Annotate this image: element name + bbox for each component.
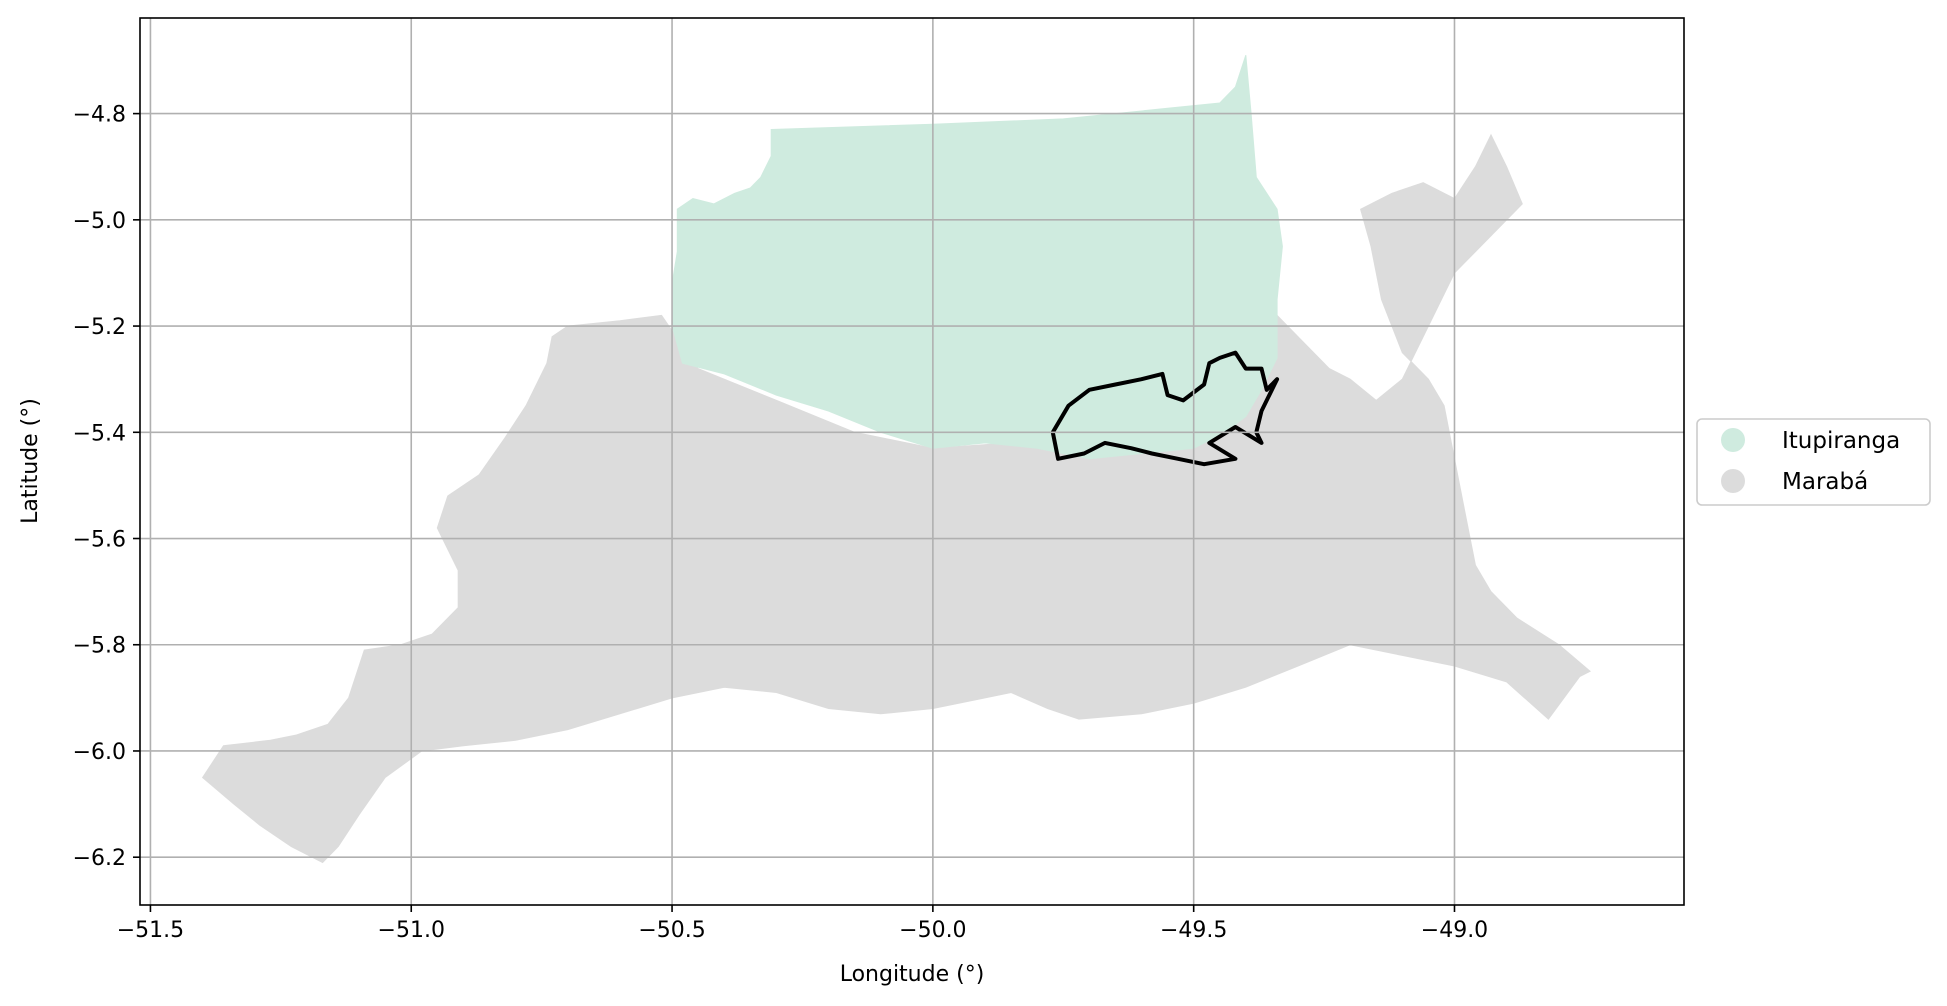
x-tick-label: −50.0 (899, 918, 966, 943)
region-itupiranga (671, 55, 1283, 460)
x-axis-ticks: −51.5 −51.0 −50.5 −50.0 −49.5 −49.0 (117, 905, 1488, 943)
x-tick-label: −51.0 (378, 918, 445, 943)
highlight-outline-group (1050, 350, 1280, 467)
map-regions (201, 55, 1591, 864)
x-tick-label: −50.5 (638, 918, 705, 943)
y-tick-label: −5.8 (73, 634, 126, 659)
legend-label-itupiranga: Itupiranga (1782, 428, 1900, 454)
y-tick-label: −5.0 (73, 209, 126, 234)
grid-lines (140, 18, 1684, 905)
region-maraba (201, 133, 1591, 864)
legend-marker-maraba (1721, 469, 1745, 493)
legend-frame (1696, 418, 1931, 506)
y-axis-ticks: −4.8 −5.0 −5.2 −5.4 −5.6 −5.8 −6.0 −6.2 (73, 103, 140, 871)
y-tick-label: −5.2 (73, 315, 126, 340)
plot-frame (139, 17, 1685, 906)
y-axis-label: Latitude (°) (18, 398, 43, 524)
x-axis-label: Longitude (°) (840, 962, 985, 987)
legend-marker-itupiranga (1721, 428, 1745, 452)
x-tick-label: −49.5 (1160, 918, 1227, 943)
y-tick-label: −6.2 (73, 846, 126, 871)
legend-label-maraba: Marabá (1782, 469, 1868, 495)
x-tick-label: −49.0 (1421, 918, 1488, 943)
x-tick-label: −51.5 (117, 918, 184, 943)
y-tick-label: −4.8 (73, 103, 126, 128)
y-tick-label: −6.0 (73, 740, 126, 765)
y-tick-label: −5.6 (73, 528, 126, 553)
highlight-outline (1050, 350, 1280, 467)
legend: Itupiranga Marabá (1696, 418, 1931, 506)
y-tick-label: −5.4 (73, 421, 126, 446)
